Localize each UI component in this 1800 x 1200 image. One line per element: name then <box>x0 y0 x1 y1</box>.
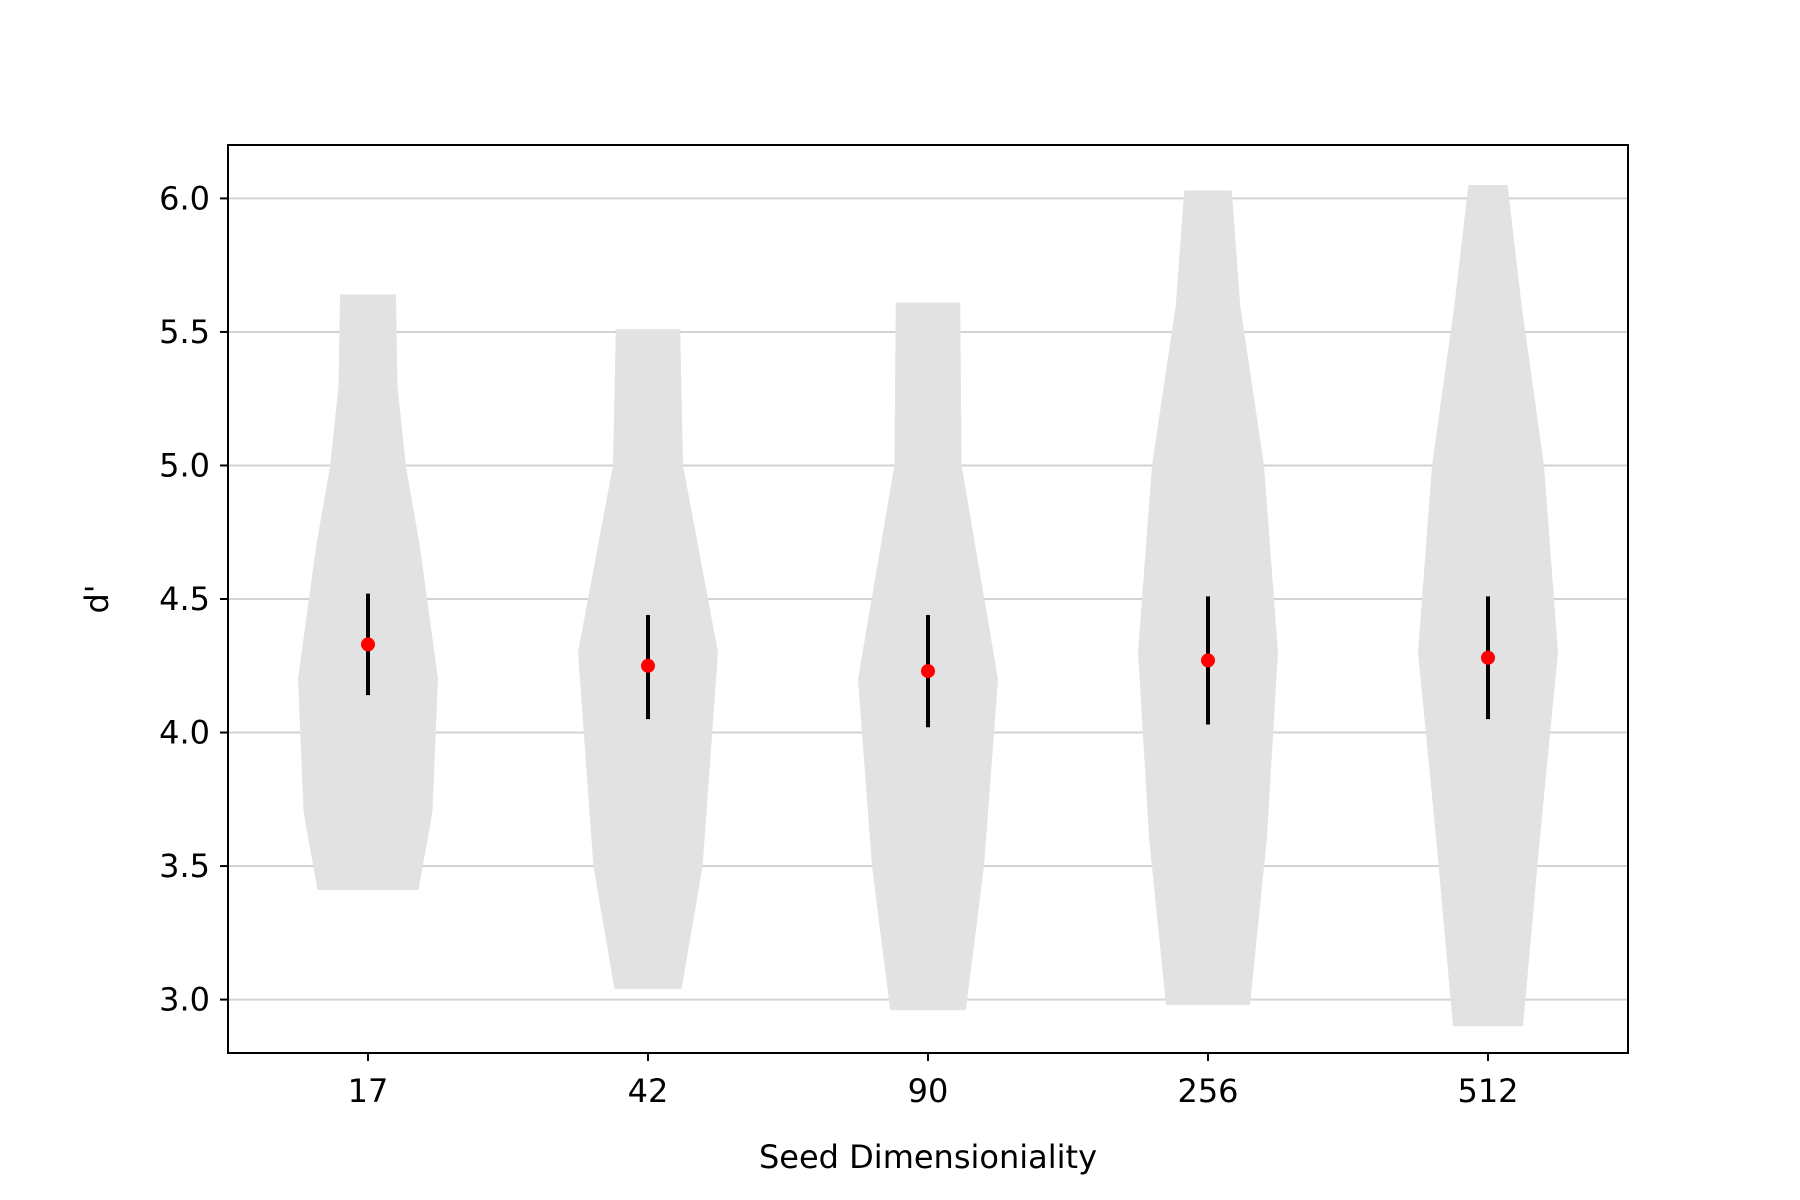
y-tick-label: 3.5 <box>159 847 210 885</box>
mean-point-256 <box>1201 653 1215 668</box>
y-tick-label: 5.0 <box>159 446 210 484</box>
x-tick-label: 256 <box>1177 1072 1238 1110</box>
mean-points <box>361 593 1495 728</box>
x-tick-label: 42 <box>628 1072 669 1110</box>
mean-point-90 <box>921 664 935 679</box>
mean-point-512 <box>1481 650 1495 665</box>
x-tick-label: 90 <box>908 1072 949 1110</box>
y-tick-label: 5.5 <box>159 313 210 351</box>
violins <box>298 185 1558 1027</box>
y-tick-label: 6.0 <box>159 179 210 217</box>
mean-point-42 <box>641 658 655 673</box>
y-axis-label: d' <box>78 584 116 613</box>
x-axis-label: Seed Dimensioniality <box>759 1138 1097 1176</box>
y-tick-label: 3.0 <box>159 981 210 1019</box>
y-tick-label: 4.0 <box>159 714 210 752</box>
x-axis-ticks: 17 42 90 256 512 <box>348 1053 1519 1110</box>
violin-17 <box>298 294 438 891</box>
y-tick-label: 4.5 <box>159 580 210 618</box>
x-tick-label: 512 <box>1457 1072 1518 1110</box>
mean-point-17 <box>361 637 375 652</box>
y-axis-ticks: 3.0 3.5 4.0 4.5 5.0 5.5 6.0 <box>159 179 228 1019</box>
x-tick-label: 17 <box>348 1072 389 1110</box>
